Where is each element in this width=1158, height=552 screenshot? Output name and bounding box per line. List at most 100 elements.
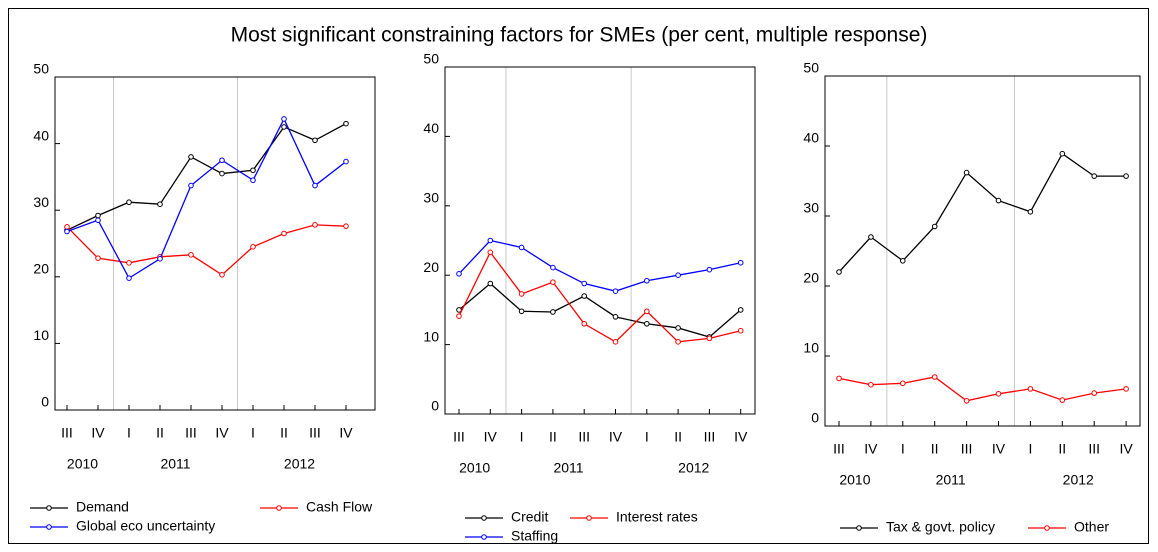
data-point <box>706 335 713 342</box>
x-tick-label: II <box>280 425 288 441</box>
data-point <box>868 381 874 388</box>
plot-frame <box>54 76 376 411</box>
data-point <box>219 170 225 177</box>
legend-label: Other <box>1074 519 1109 535</box>
x-tick-label: II <box>549 429 557 445</box>
data-point <box>281 230 287 237</box>
data-point <box>250 177 256 184</box>
x-tick-label: IV <box>734 429 748 445</box>
y-tick-label: 50 <box>33 61 49 77</box>
data-point <box>900 258 906 264</box>
data-point <box>675 325 681 331</box>
legend-label: Cash Flow <box>306 499 373 515</box>
year-label: 2012 <box>1063 472 1094 488</box>
legend-marker <box>46 524 52 530</box>
data-point <box>188 154 194 160</box>
x-tick-label: I <box>520 429 524 445</box>
data-point <box>675 272 681 279</box>
data-point <box>95 217 101 223</box>
data-point <box>95 212 101 219</box>
data-point <box>550 309 556 315</box>
x-tick-label: IV <box>992 441 1006 457</box>
year-label: 2010 <box>839 472 870 488</box>
y-tick-label: 30 <box>33 194 49 210</box>
legend-marker <box>481 534 487 540</box>
y-tick-label: 30 <box>803 200 819 216</box>
data-point <box>281 124 287 130</box>
series-line <box>458 282 742 338</box>
x-tick-label: III <box>1088 441 1100 457</box>
data-point <box>737 307 744 313</box>
x-tick-label: I <box>251 425 255 441</box>
year-label: 2010 <box>459 460 490 476</box>
data-point <box>1027 209 1034 215</box>
y-tick-label: 40 <box>803 130 819 146</box>
data-point <box>836 269 842 275</box>
plot-frame <box>824 75 1141 427</box>
x-tick-label: IV <box>339 425 353 441</box>
data-point <box>281 116 287 122</box>
data-point <box>157 201 163 208</box>
data-point <box>931 223 938 230</box>
series-line <box>458 251 741 343</box>
legend-marker <box>46 505 52 511</box>
data-point <box>312 182 318 189</box>
y-tick-label: 20 <box>33 261 49 277</box>
legend-marker <box>1044 525 1050 531</box>
x-tick-label: II <box>1058 441 1066 457</box>
data-point <box>1027 386 1034 392</box>
legend-label: Demand <box>76 499 129 515</box>
data-point <box>312 222 318 228</box>
year-label: 2011 <box>936 472 966 488</box>
data-point <box>219 157 225 164</box>
x-tick-label: III <box>61 425 73 441</box>
data-point <box>518 308 525 315</box>
x-tick-label: I <box>645 429 649 445</box>
outer-frame <box>8 8 1149 544</box>
y-tick-label: 30 <box>423 190 439 206</box>
data-point <box>64 228 70 235</box>
x-tick-label: III <box>453 429 465 445</box>
x-tick-label: IV <box>484 429 498 445</box>
x-tick-label: III <box>704 429 716 445</box>
data-point <box>126 260 132 266</box>
legend-label: Credit <box>511 509 548 525</box>
data-point <box>1059 397 1066 403</box>
x-tick-label: III <box>309 425 321 441</box>
data-point <box>250 244 256 250</box>
data-point <box>188 182 194 189</box>
data-point <box>581 280 588 287</box>
data-point <box>64 224 70 230</box>
series-line <box>838 376 1127 402</box>
data-point <box>343 120 349 127</box>
data-point <box>456 307 462 313</box>
x-tick-label: IV <box>1119 441 1133 457</box>
year-label: 2011 <box>160 456 190 472</box>
series-line <box>66 117 347 280</box>
x-tick-label: IV <box>864 441 878 457</box>
data-point <box>157 256 163 262</box>
x-tick-label: II <box>674 429 682 445</box>
data-point <box>550 264 556 271</box>
data-point <box>518 291 525 297</box>
y-tick-label: 0 <box>431 398 439 414</box>
y-tick-label: 50 <box>423 51 439 67</box>
y-tick-label: 10 <box>803 340 819 356</box>
data-point <box>963 398 970 404</box>
data-point <box>675 339 681 345</box>
data-point <box>312 137 318 144</box>
data-point <box>995 391 1002 397</box>
data-point <box>518 244 525 251</box>
data-point <box>456 271 462 277</box>
y-tick-label: 0 <box>41 394 49 410</box>
data-point <box>343 158 349 165</box>
legend-marker <box>586 515 592 521</box>
x-tick-label: III <box>833 441 845 457</box>
y-tick-label: 20 <box>803 270 819 286</box>
data-point <box>868 234 874 240</box>
data-point <box>644 320 650 327</box>
x-tick-label: III <box>961 441 973 457</box>
y-tick-label: 10 <box>423 328 439 344</box>
